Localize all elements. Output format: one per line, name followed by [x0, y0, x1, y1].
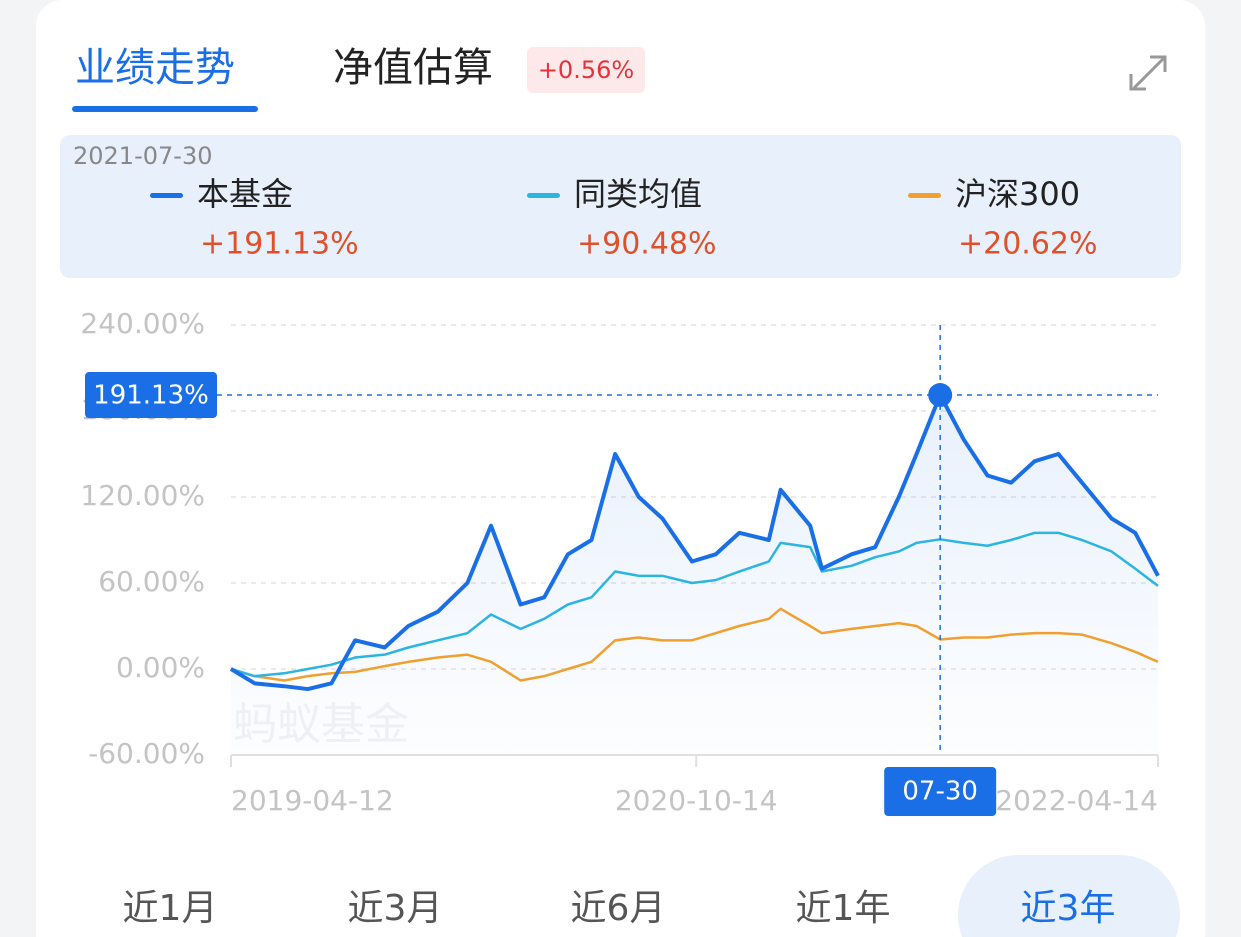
range-button[interactable]: 近1年	[796, 888, 891, 929]
range-selected-bg	[958, 855, 1180, 937]
legend-value: +20.62%	[958, 227, 1098, 262]
tooltip-date: 2021-07-30	[73, 142, 212, 170]
legend-name: 沪深300	[955, 175, 1080, 213]
expand-icon[interactable]	[1129, 55, 1167, 91]
plot: -60.00%0.00%60.00%120.00%180.00%240.00%2…	[80, 307, 1160, 817]
legend-value: +191.13%	[200, 227, 359, 262]
y-tick-label: 240.00%	[80, 307, 205, 340]
legend-value: +90.48%	[577, 227, 717, 262]
x-tick-label: 2019-04-12	[231, 784, 394, 817]
series-line	[229, 393, 1160, 692]
cursor-y-box	[85, 372, 217, 419]
range-button[interactable]: 近3月	[348, 888, 443, 929]
range-button[interactable]: 近1月	[123, 888, 218, 929]
cursor-x-label: 07-30	[902, 777, 978, 807]
tab-active[interactable]: 业绩走势	[75, 45, 235, 91]
cursor-y-label: 191.13%	[93, 381, 209, 411]
y-tick-label: -60.00%	[88, 737, 205, 770]
cursor-dot	[928, 383, 953, 408]
y-tick-label: 120.00%	[80, 479, 205, 512]
watermark: 蚂蚁基金	[233, 699, 409, 750]
area	[231, 395, 1158, 755]
legend-name: 同类均值	[574, 175, 702, 213]
legend-swatch	[908, 193, 941, 198]
legend-swatch	[527, 193, 560, 198]
tooltip-box	[60, 135, 1181, 278]
badge	[527, 47, 645, 93]
range-button[interactable]: 近3年	[1021, 888, 1116, 929]
x-tick-label: 2022-04-14	[995, 784, 1158, 817]
y-tick-label: 0.00%	[116, 651, 205, 684]
badge-text: +0.56%	[538, 56, 634, 84]
x-tick-label: 2020-10-14	[615, 784, 778, 817]
tab[interactable]: 净值估算	[333, 45, 493, 91]
range-button[interactable]: 近6月	[571, 888, 666, 929]
legend-swatch	[150, 193, 183, 198]
legend-name: 本基金	[197, 175, 293, 213]
series-line	[230, 607, 1159, 682]
tab-underline	[72, 106, 258, 112]
cursor-x-box	[884, 767, 997, 816]
y-tick-label: 60.00%	[98, 565, 205, 598]
series-line	[230, 531, 1159, 678]
